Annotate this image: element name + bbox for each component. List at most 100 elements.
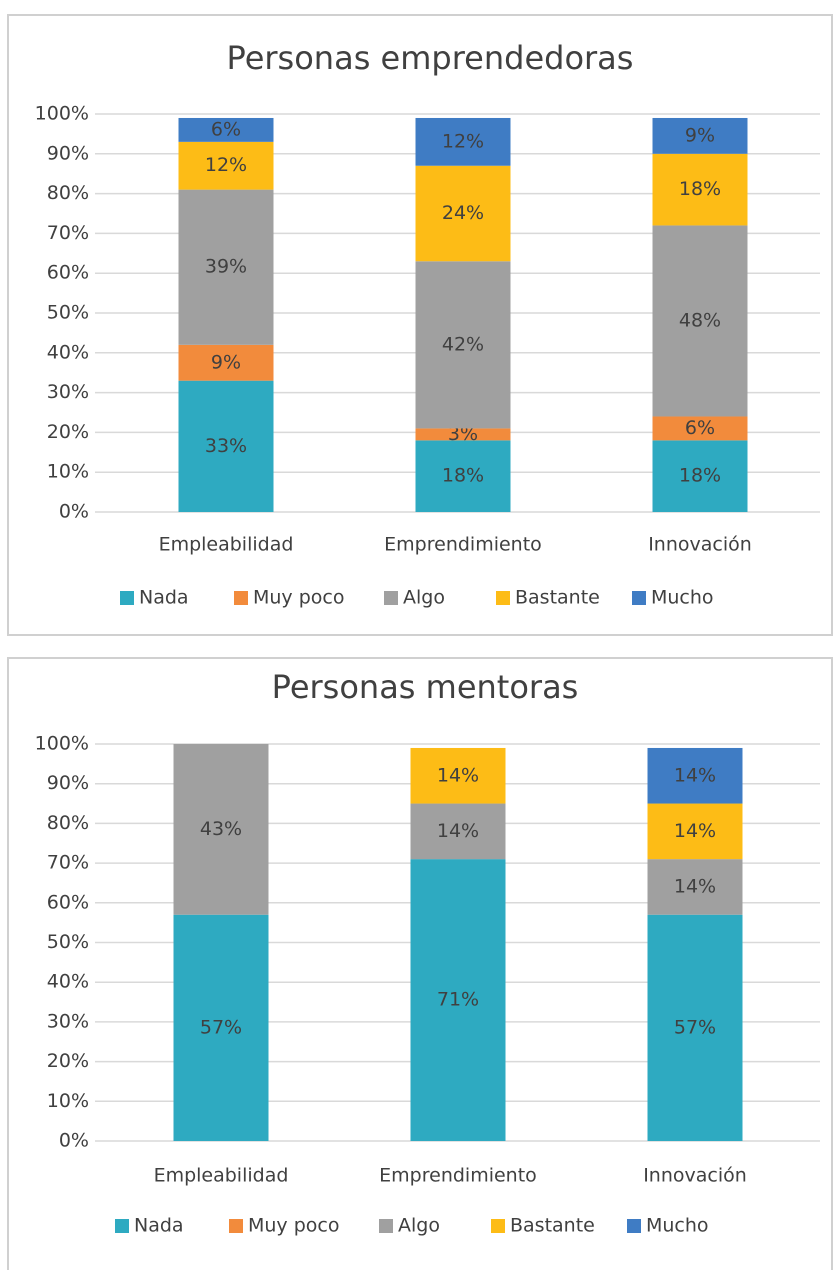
legend-swatch bbox=[632, 591, 646, 605]
bar-segment bbox=[652, 225, 748, 417]
legend-label: Mucho bbox=[646, 1215, 709, 1237]
y-tick-label: 100% bbox=[35, 733, 89, 755]
bar-segment bbox=[415, 261, 511, 429]
data-label: 14% bbox=[437, 764, 479, 786]
y-tick-label: 60% bbox=[47, 891, 89, 913]
data-label: 71% bbox=[437, 989, 479, 1011]
x-tick-label: Innovación bbox=[648, 534, 752, 556]
legend-swatch bbox=[115, 1219, 129, 1233]
legend-swatch bbox=[229, 1219, 243, 1233]
data-label: 24% bbox=[442, 202, 484, 224]
data-label: 14% bbox=[674, 820, 716, 842]
y-tick-label: 50% bbox=[47, 302, 89, 324]
bar-segment bbox=[652, 440, 748, 512]
legend-label: Bastante bbox=[510, 1215, 595, 1237]
bar-segment bbox=[410, 803, 506, 860]
chart-title: Personas emprendedoras bbox=[227, 39, 634, 77]
data-label: 6% bbox=[685, 417, 715, 439]
legend-label: Muy poco bbox=[253, 587, 344, 609]
bar-segment bbox=[178, 344, 274, 381]
data-label: 6% bbox=[211, 118, 241, 140]
bar-segment bbox=[652, 153, 748, 226]
bar-segment bbox=[415, 440, 511, 512]
bar-segment bbox=[410, 859, 506, 1141]
data-label: 33% bbox=[205, 435, 247, 457]
bar-segment bbox=[178, 141, 274, 190]
bar-segment bbox=[647, 747, 743, 804]
y-tick-label: 70% bbox=[47, 222, 89, 244]
bar-segment bbox=[652, 416, 748, 441]
y-tick-label: 70% bbox=[47, 852, 89, 874]
bar-segment bbox=[647, 914, 743, 1141]
data-label: 18% bbox=[679, 465, 721, 487]
y-tick-label: 50% bbox=[47, 931, 89, 953]
legend-swatch bbox=[379, 1219, 393, 1233]
data-label: 18% bbox=[679, 178, 721, 200]
data-label: 12% bbox=[442, 130, 484, 152]
y-tick-label: 0% bbox=[59, 501, 89, 523]
x-tick-label: Emprendimiento bbox=[379, 1165, 537, 1187]
y-tick-label: 10% bbox=[47, 1090, 89, 1112]
bar-segment bbox=[178, 189, 274, 345]
y-tick-label: 80% bbox=[47, 812, 89, 834]
legend-swatch bbox=[234, 591, 248, 605]
legend-label: Nada bbox=[134, 1215, 184, 1237]
y-tick-label: 20% bbox=[47, 421, 89, 443]
data-label: 57% bbox=[200, 1016, 242, 1038]
data-label: 14% bbox=[437, 820, 479, 842]
bar-segment bbox=[410, 747, 506, 804]
data-label: 57% bbox=[674, 1016, 716, 1038]
data-label: 39% bbox=[205, 256, 247, 278]
bar-segment bbox=[173, 914, 269, 1141]
y-tick-label: 60% bbox=[47, 262, 89, 284]
bar-segment bbox=[652, 117, 748, 154]
x-tick-label: Empleabilidad bbox=[159, 534, 294, 556]
bar-segment bbox=[415, 165, 511, 262]
chart: Personas emprendedoras 0% 10% 20% 30% 40% 50%… bbox=[7, 14, 833, 636]
y-tick-label: 10% bbox=[47, 461, 89, 483]
x-tick-label: Emprendimiento bbox=[384, 534, 542, 556]
x-tick-label: Innovación bbox=[643, 1165, 747, 1187]
bar-segment bbox=[178, 117, 274, 142]
y-tick-label: 0% bbox=[59, 1130, 89, 1152]
bar-segment bbox=[173, 744, 269, 915]
y-tick-label: 90% bbox=[47, 772, 89, 794]
legend-swatch bbox=[627, 1219, 641, 1233]
y-tick-label: 40% bbox=[47, 971, 89, 993]
chart-title: Personas mentoras bbox=[272, 668, 579, 706]
legend-label: Algo bbox=[398, 1215, 440, 1237]
bar-segment bbox=[415, 117, 511, 166]
legend-swatch bbox=[496, 591, 510, 605]
chart: Personas mentoras 0% 10% 20% 30% 40% 50% 60% 70… bbox=[7, 657, 833, 1270]
bar-segment bbox=[647, 859, 743, 915]
y-tick-label: 80% bbox=[47, 182, 89, 204]
data-label: 18% bbox=[442, 465, 484, 487]
data-label: 43% bbox=[200, 818, 242, 840]
data-label: 42% bbox=[442, 333, 484, 355]
data-label: 9% bbox=[211, 351, 241, 373]
data-label: 12% bbox=[205, 154, 247, 176]
bar-segment bbox=[415, 428, 511, 441]
data-label: 9% bbox=[685, 124, 715, 146]
y-tick-label: 40% bbox=[47, 341, 89, 363]
legend-swatch bbox=[120, 591, 134, 605]
legend-label: Mucho bbox=[651, 587, 714, 609]
x-tick-label: Empleabilidad bbox=[154, 1165, 289, 1187]
data-label: 48% bbox=[679, 309, 721, 331]
legend-label: Bastante bbox=[515, 587, 600, 609]
y-tick-label: 30% bbox=[47, 1010, 89, 1032]
legend-label: Algo bbox=[403, 587, 445, 609]
bar-segment bbox=[178, 380, 274, 512]
bar-segment bbox=[647, 803, 743, 860]
legend-label: Muy poco bbox=[248, 1215, 339, 1237]
y-tick-label: 100% bbox=[35, 103, 89, 125]
y-tick-label: 90% bbox=[47, 142, 89, 164]
data-label: 14% bbox=[674, 764, 716, 786]
legend-swatch bbox=[384, 591, 398, 605]
legend-label: Nada bbox=[139, 587, 189, 609]
legend-swatch bbox=[491, 1219, 505, 1233]
data-label: 14% bbox=[674, 875, 716, 897]
y-tick-label: 20% bbox=[47, 1050, 89, 1072]
y-tick-label: 30% bbox=[47, 381, 89, 403]
